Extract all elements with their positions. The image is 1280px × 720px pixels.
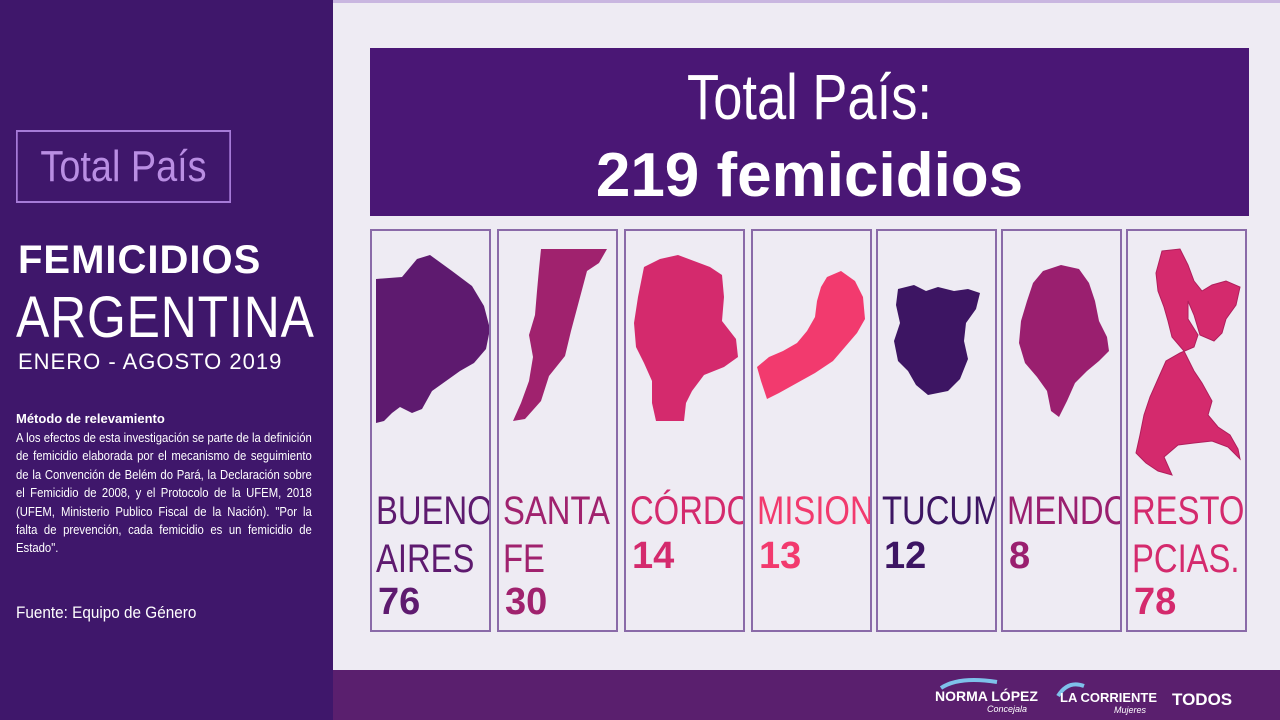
footer-bar — [333, 670, 1280, 720]
logo2-main: LA CORRIENTE — [1060, 690, 1158, 705]
wave-logo-icon — [1056, 682, 1085, 698]
cordoba-map-icon — [634, 255, 738, 421]
method-text: A los efectos de esta investigación se p… — [16, 430, 312, 556]
province-count: 13 — [759, 535, 802, 577]
province-count: 14 — [632, 535, 675, 577]
mendoza-map-icon — [1019, 265, 1109, 417]
province-card-cordoba: CÓRDOBA 14 — [624, 229, 745, 632]
province-count: 8 — [1009, 535, 1031, 577]
heading-argentina: ARGENTINA — [16, 285, 315, 350]
logo1-sub: Concejala — [987, 704, 1028, 714]
province-card-buenos-aires: BUENOS AIRES 76 — [370, 229, 491, 632]
misiones-map-icon — [757, 271, 865, 399]
province-name: CÓRDOBA — [630, 489, 743, 533]
province-card-mendoza: MENDOZA 8 — [1001, 229, 1122, 632]
logo3-text: TODOS — [1172, 690, 1233, 709]
province-count: 30 — [505, 581, 548, 623]
province-name: MENDOZA — [1007, 489, 1120, 533]
province-count: 76 — [378, 581, 421, 623]
santa-fe-map-icon — [513, 249, 607, 421]
total-pais-box: Total País — [16, 130, 231, 203]
province-name: BUENOS AIRES — [376, 489, 491, 581]
heading-femicidios: FEMICIDIOS — [18, 238, 262, 282]
province-name: TUCUMÁN — [882, 489, 997, 533]
province-card-tucuman: TUCUMÁN 12 — [876, 229, 997, 632]
province-card-resto: RESTO PCIAS. 78 — [1126, 229, 1247, 632]
sidebar: Total País FEMICIDIOS ARGENTINA ENERO - … — [0, 0, 333, 720]
buenos-aires-map-icon — [376, 255, 489, 423]
banner-total: 219 femicidios — [595, 141, 1024, 210]
total-banner: Total País: 219 femicidios — [370, 48, 1249, 216]
resto-provincias-map-icon — [1135, 248, 1241, 476]
province-count: 12 — [884, 535, 927, 577]
method-title: Método de relevamiento — [16, 411, 165, 426]
province-card-santa-fe: SANTA FE 30 — [497, 229, 618, 632]
logo1-main: NORMA LÓPEZ — [935, 688, 1038, 704]
tucuman-map-icon — [894, 285, 980, 395]
province-name: RESTO PCIAS. — [1132, 489, 1245, 581]
province-card-misiones: MISIONES 13 — [751, 229, 872, 632]
wave-logo-icon — [939, 678, 998, 690]
province-name: MISIONES — [757, 489, 872, 533]
banner-title: Total País: — [686, 61, 933, 133]
source-label: Fuente: Equipo de Género — [16, 603, 197, 622]
province-name: SANTA FE — [503, 489, 610, 581]
period-label: ENERO - AGOSTO 2019 — [18, 349, 283, 374]
logo2-sub: Mujeres — [1114, 705, 1147, 715]
province-count: 78 — [1134, 581, 1177, 623]
